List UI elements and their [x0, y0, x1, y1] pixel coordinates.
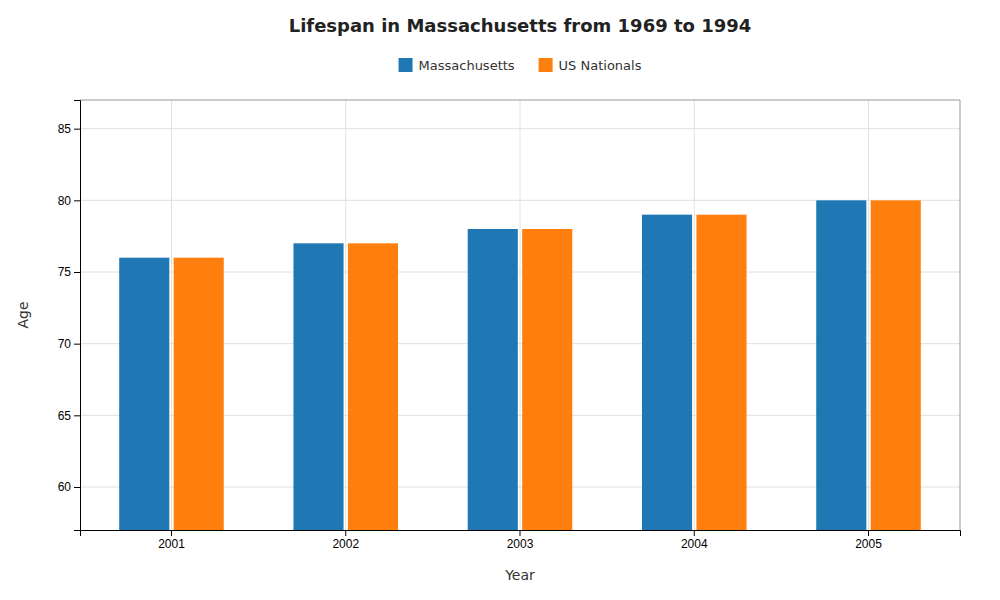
x-tick-label: 2004 [681, 537, 708, 551]
chart: 2001 2002 2003 2004 2005 60 65 70 75 80 85 Lifespan… [0, 0, 1000, 600]
grid [80, 100, 960, 530]
x-tick-label: 2005 [855, 537, 882, 551]
y-tick-label: 80 [58, 194, 72, 208]
y-tick: 80 [58, 194, 80, 208]
x-grid-line [171, 100, 172, 530]
bar [871, 200, 921, 530]
y-tick-mark [74, 487, 80, 488]
x-tick: 2005 [855, 530, 882, 551]
x-tick: 2001 [158, 530, 185, 551]
y-tick-mark [74, 200, 80, 201]
x-tick-label: 2001 [158, 537, 185, 551]
legend: Massachusetts US Nationals [399, 58, 642, 73]
x-tick: 2002 [332, 530, 359, 551]
x-tick-label: 2002 [332, 537, 359, 551]
plot-area: 2001 2002 2003 2004 2005 60 65 70 75 80 85 [58, 100, 961, 551]
x-tick-mark [345, 530, 346, 536]
plot-frame [80, 100, 960, 530]
y-axis-title: Age [15, 301, 31, 328]
x-grid-line [345, 100, 346, 530]
bar [293, 243, 343, 530]
x-grid-line [694, 100, 695, 530]
bar [642, 215, 692, 530]
y-tick-mark [74, 129, 80, 130]
y-tick-label: 65 [58, 409, 72, 423]
legend-label: Massachusetts [419, 58, 515, 73]
x-axis-title: Year [504, 567, 535, 583]
y-tick: 70 [58, 337, 80, 351]
bar [119, 258, 169, 530]
legend-swatch [539, 58, 553, 72]
y-tick-label: 70 [58, 337, 72, 351]
y-tick: 85 [58, 122, 80, 136]
x-tick-mark [694, 530, 695, 536]
y-tick: 60 [58, 480, 80, 494]
x-tick: 2004 [681, 530, 708, 551]
y-tick-mark [74, 415, 80, 416]
bar [174, 258, 224, 530]
y-tick-label: 60 [58, 480, 72, 494]
x-tick-mark [171, 530, 172, 536]
x-tick-mark [868, 530, 869, 536]
y-axis: 60 65 70 75 80 85 [58, 101, 81, 531]
x-axis: 2001 2002 2003 2004 2005 [81, 530, 961, 551]
bar-series [174, 200, 921, 530]
frame-right [960, 100, 961, 530]
y-tick-label: 75 [58, 265, 72, 279]
y-tick-label: 85 [58, 122, 72, 136]
x-grid-line [868, 100, 869, 530]
y-tick-mark [74, 344, 80, 345]
legend-label: US Nationals [559, 58, 642, 73]
bar [522, 229, 572, 530]
x-tick-mark [520, 530, 521, 536]
bar-series [119, 200, 866, 530]
bars [119, 200, 921, 530]
chart-container: 2001 2002 2003 2004 2005 60 65 70 75 80 85 Lifespan… [0, 0, 1000, 600]
bar [348, 243, 398, 530]
x-axis-line [81, 531, 961, 537]
legend-item: Massachusetts [399, 58, 515, 73]
x-grid-line [520, 100, 521, 530]
bar [696, 215, 746, 530]
legend-item: US Nationals [539, 58, 642, 73]
legend-swatch [399, 58, 413, 72]
bar [816, 200, 866, 530]
y-tick: 75 [58, 265, 80, 279]
x-tick: 2003 [507, 530, 534, 551]
y-tick-mark [74, 272, 80, 273]
y-axis-line [74, 101, 81, 531]
bar [468, 229, 518, 530]
frame-top [80, 100, 960, 101]
x-tick-label: 2003 [507, 537, 534, 551]
title: Lifespan in Massachusetts from 1969 to 1… [289, 15, 752, 36]
y-tick: 65 [58, 409, 80, 423]
